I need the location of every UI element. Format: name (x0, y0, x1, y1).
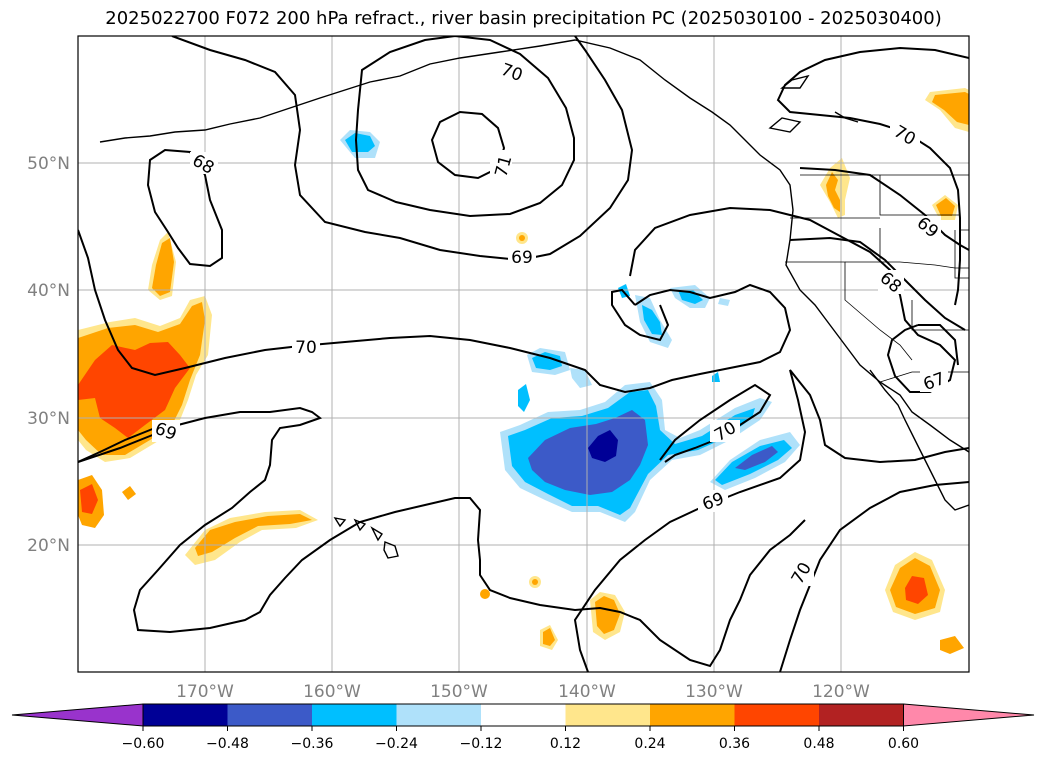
lon-label: 170°W (176, 682, 234, 702)
longitude-labels: 170°W 160°W 150°W 140°W 130°W 120°W (176, 682, 870, 702)
map-area (78, 36, 969, 672)
colorbar-tick-label: −0.24 (375, 736, 418, 752)
map-title: 2025022700 F072 200 hPa refract., river … (105, 8, 942, 29)
colorbar-border (142, 703, 904, 727)
colorbar-segment (565, 704, 650, 726)
colorbar-extend-high (903, 703, 1035, 727)
colorbar-segment (819, 704, 904, 726)
map-frame (77, 35, 970, 673)
colorbar-tick-label: 0.48 (803, 736, 834, 752)
colorbar-tick-label: 0.60 (888, 736, 919, 752)
colorbar-extend-low (11, 703, 144, 727)
lat-label: 50°N (27, 154, 70, 174)
lat-label: 20°N (27, 536, 70, 556)
coastlines (99, 39, 969, 559)
colorbar-tick-label: 0.36 (719, 736, 750, 752)
colorbar-tick-label: 0.12 (550, 736, 581, 752)
colorbar-tick-label: −0.12 (460, 736, 503, 752)
contour-labels: 70 71 68 69 70 69 70 69 70 68 69 67 70 (152, 60, 948, 588)
colorbar-segment (396, 704, 481, 726)
colorbar-segment (481, 704, 566, 726)
lon-label: 150°W (430, 682, 488, 702)
colorbar-tick-label: −0.36 (291, 736, 334, 752)
lon-label: 130°W (685, 682, 743, 702)
colorbar-segment (312, 704, 397, 726)
lat-label: 30°N (27, 409, 70, 429)
colorbar-segment (650, 704, 735, 726)
colorbar-segment (227, 704, 312, 726)
colorbar-segment (143, 704, 228, 726)
colorbar: −0.60 −0.48 −0.36 −0.24 −0.12 0.12 0.24 0.36 0.4… (11, 703, 1035, 752)
colorbar-tick-label: −0.60 (122, 736, 165, 752)
contour-label: 70 (295, 338, 317, 358)
colorbar-tick-label: −0.48 (206, 736, 249, 752)
lon-label: 140°W (558, 682, 616, 702)
colorbar-tick-label: 0.24 (634, 736, 665, 752)
graticule (78, 36, 969, 672)
contour-label: 69 (511, 248, 533, 268)
lon-label: 120°W (812, 682, 870, 702)
lat-label: 40°N (27, 281, 70, 301)
colorbar-segment (734, 704, 819, 726)
lon-label: 160°W (303, 682, 361, 702)
latitude-labels: 50°N 40°N 30°N 20°N (27, 154, 70, 556)
negative-anomaly-regions (340, 130, 800, 522)
refractivity-contours (78, 36, 969, 672)
